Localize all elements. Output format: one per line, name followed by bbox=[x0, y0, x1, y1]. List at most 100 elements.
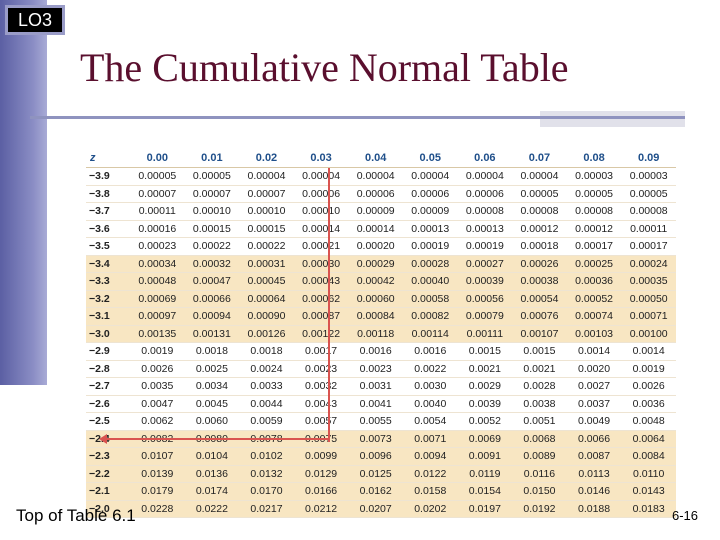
table-row: −2.6 0.0047 0.0045 0.0044 0.0043 0.0041 0.0040… bbox=[86, 395, 676, 413]
column-header: 0.00 bbox=[130, 148, 185, 168]
probability-cell: 0.0217 bbox=[239, 500, 294, 518]
probability-cell: 0.0146 bbox=[566, 482, 622, 501]
z-value-cell: −3.9 bbox=[86, 167, 130, 186]
z-value-cell: −3.7 bbox=[86, 202, 130, 221]
z-value-cell: −2.3 bbox=[86, 447, 130, 466]
probability-cell: 0.00009 bbox=[402, 202, 458, 221]
probability-cell: 0.0059 bbox=[239, 412, 294, 431]
table-row: −2.2 0.0139 0.0136 0.0132 0.0129 0.0125 0.0122… bbox=[86, 465, 676, 483]
probability-cell: 0.0030 bbox=[402, 377, 458, 396]
probability-cell: 0.0052 bbox=[457, 412, 513, 431]
table-row: −3.2 0.00069 0.00066 0.00064 0.00062 0.00060 0… bbox=[86, 290, 676, 308]
column-header: 0.09 bbox=[621, 148, 676, 168]
column-guide-line bbox=[328, 168, 330, 442]
probability-cell: 0.0139 bbox=[130, 465, 185, 483]
probability-cell: 0.0037 bbox=[566, 395, 622, 413]
probability-cell: 0.00015 bbox=[239, 220, 294, 238]
probability-cell: 0.0054 bbox=[402, 412, 458, 431]
probability-cell: 0.0113 bbox=[566, 465, 622, 483]
probability-cell: 0.0158 bbox=[402, 482, 458, 501]
probability-cell: 0.00079 bbox=[457, 307, 513, 326]
z-value-cell: −3.2 bbox=[86, 290, 130, 308]
probability-cell: 0.0071 bbox=[402, 430, 458, 448]
table-row: −3.7 0.00011 0.00010 0.00010 0.00010 0.00009 0… bbox=[86, 202, 676, 221]
table-row: −2.1 0.0179 0.0174 0.0170 0.0166 0.0162 0.0158… bbox=[86, 482, 676, 501]
column-header: 0.04 bbox=[348, 148, 403, 168]
probability-cell: 0.0018 bbox=[184, 342, 240, 361]
probability-cell: 0.0207 bbox=[348, 500, 403, 518]
probability-cell: 0.00054 bbox=[512, 290, 567, 308]
probability-cell: 0.00012 bbox=[512, 220, 567, 238]
probability-cell: 0.00135 bbox=[130, 325, 185, 343]
probability-cell: 0.00017 bbox=[566, 237, 622, 256]
probability-cell: 0.00028 bbox=[402, 255, 458, 273]
probability-cell: 0.0021 bbox=[512, 360, 567, 378]
probability-cell: 0.00058 bbox=[402, 290, 458, 308]
z-column-header: z bbox=[86, 148, 130, 168]
probability-cell: 0.0045 bbox=[184, 395, 240, 413]
probability-cell: 0.0015 bbox=[512, 342, 567, 361]
probability-cell: 0.0104 bbox=[184, 447, 240, 466]
probability-cell: 0.00009 bbox=[348, 202, 403, 221]
probability-cell: 0.00010 bbox=[293, 202, 349, 221]
z-value-cell: −2.6 bbox=[86, 395, 130, 413]
probability-cell: 0.00007 bbox=[130, 185, 185, 203]
probability-cell: 0.00027 bbox=[457, 255, 513, 273]
probability-cell: 0.00015 bbox=[184, 220, 240, 238]
slide-title: The Cumulative Normal Table bbox=[80, 45, 569, 90]
probability-cell: 0.00097 bbox=[130, 307, 185, 326]
probability-cell: 0.00107 bbox=[512, 325, 567, 343]
probability-cell: 0.0029 bbox=[457, 377, 513, 396]
probability-cell: 0.00018 bbox=[512, 237, 567, 256]
probability-cell: 0.0125 bbox=[348, 465, 403, 483]
z-value-cell: −3.4 bbox=[86, 255, 130, 273]
probability-cell: 0.0119 bbox=[457, 465, 513, 483]
probability-cell: 0.00126 bbox=[239, 325, 294, 343]
probability-cell: 0.0015 bbox=[457, 342, 513, 361]
probability-cell: 0.0162 bbox=[348, 482, 403, 501]
probability-cell: 0.0018 bbox=[239, 342, 294, 361]
probability-cell: 0.0084 bbox=[621, 447, 676, 466]
probability-cell: 0.00036 bbox=[566, 272, 622, 291]
probability-cell: 0.00004 bbox=[457, 167, 513, 186]
probability-cell: 0.0040 bbox=[402, 395, 458, 413]
z-value-cell: −3.5 bbox=[86, 237, 130, 256]
probability-cell: 0.00042 bbox=[348, 272, 403, 291]
probability-cell: 0.00021 bbox=[293, 237, 349, 256]
probability-cell: 0.0188 bbox=[566, 500, 622, 518]
title-rule-accent bbox=[540, 111, 685, 127]
probability-cell: 0.0087 bbox=[566, 447, 622, 466]
probability-cell: 0.00082 bbox=[402, 307, 458, 326]
probability-cell: 0.00005 bbox=[512, 185, 567, 203]
probability-cell: 0.00005 bbox=[566, 185, 622, 203]
probability-cell: 0.00022 bbox=[184, 237, 240, 256]
probability-cell: 0.00056 bbox=[457, 290, 513, 308]
probability-cell: 0.00011 bbox=[130, 202, 185, 221]
probability-cell: 0.0110 bbox=[621, 465, 676, 483]
probability-cell: 0.0026 bbox=[621, 377, 676, 396]
probability-cell: 0.00003 bbox=[566, 167, 622, 186]
probability-cell: 0.0222 bbox=[184, 500, 240, 518]
probability-cell: 0.00040 bbox=[402, 272, 458, 291]
z-value-cell: −2.1 bbox=[86, 482, 130, 501]
probability-cell: 0.00013 bbox=[402, 220, 458, 238]
probability-cell: 0.0017 bbox=[293, 342, 349, 361]
probability-cell: 0.00014 bbox=[293, 220, 349, 238]
column-header: 0.01 bbox=[184, 148, 240, 168]
z-value-cell: −3.0 bbox=[86, 325, 130, 343]
table-row: −3.4 0.00034 0.00032 0.00031 0.00030 0.00029 0… bbox=[86, 255, 676, 273]
z-value-cell: −3.3 bbox=[86, 272, 130, 291]
table-body: −3.9 0.00005 0.00005 0.00004 0.00004 0.00004 0… bbox=[86, 167, 676, 518]
probability-cell: 0.0028 bbox=[512, 377, 567, 396]
probability-cell: 0.00118 bbox=[348, 325, 403, 343]
probability-cell: 0.0154 bbox=[457, 482, 513, 501]
probability-cell: 0.0132 bbox=[239, 465, 294, 483]
left-accent-bar bbox=[0, 0, 47, 385]
table-row: −2.3 0.0107 0.0104 0.0102 0.0099 0.0096 0.0094… bbox=[86, 447, 676, 466]
learning-objective-badge: LO3 bbox=[5, 5, 65, 35]
probability-cell: 0.0019 bbox=[621, 360, 676, 378]
probability-cell: 0.0019 bbox=[130, 342, 185, 361]
probability-cell: 0.00007 bbox=[239, 185, 294, 203]
page-number: 6-16 bbox=[671, 508, 698, 523]
probability-cell: 0.00013 bbox=[457, 220, 513, 238]
